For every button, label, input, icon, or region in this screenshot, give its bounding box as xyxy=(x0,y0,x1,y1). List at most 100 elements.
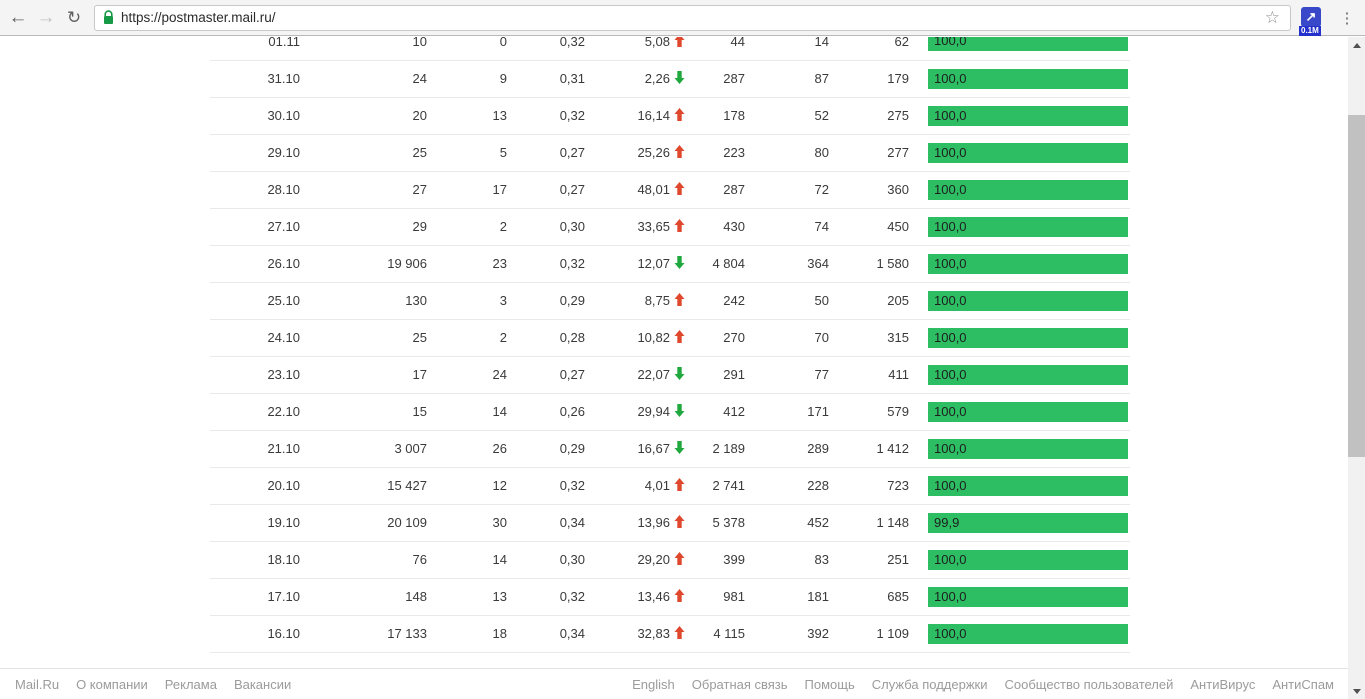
value-cell: 3 007 xyxy=(300,430,427,468)
scrollbar-thumb[interactable] xyxy=(1348,115,1365,457)
footer-link[interactable]: English xyxy=(632,676,675,692)
value-cell: 171 xyxy=(745,393,829,431)
value-cell: 251 xyxy=(829,541,909,579)
trend-arrow-icon xyxy=(674,478,685,492)
percent-bar-cell: 100,0 xyxy=(909,319,1130,357)
site-footer: Mail.Ru О компании Реклама Вакансии English… xyxy=(0,668,1348,699)
value-cell: 26 xyxy=(427,430,507,468)
value-cell: 2 741 xyxy=(685,467,745,505)
trend-arrow-icon xyxy=(674,515,685,529)
trend-arrow-icon xyxy=(674,37,685,48)
trend-arrow-icon xyxy=(674,108,685,122)
footer-link[interactable]: Служба поддержки xyxy=(871,676,988,692)
value-cell: 287 xyxy=(685,60,745,98)
date-cell: 19.10 xyxy=(210,504,300,542)
delta-cell: 32,83 xyxy=(585,615,685,653)
value-cell: 13 xyxy=(427,97,507,135)
table-row: 30.10 20 13 0,32 16,14 178 52 275 100,0 xyxy=(210,97,1130,135)
date-cell: 24.10 xyxy=(210,319,300,357)
value-cell: 0,34 xyxy=(507,504,585,542)
value-cell: 685 xyxy=(829,578,909,616)
value-cell: 0,26 xyxy=(507,393,585,431)
value-cell: 10 xyxy=(300,37,427,61)
value-cell: 20 109 xyxy=(300,504,427,542)
value-cell: 25 xyxy=(300,319,427,357)
value-cell: 0,32 xyxy=(507,37,585,61)
footer-link[interactable]: Помощь xyxy=(804,676,855,692)
value-cell: 0,27 xyxy=(507,171,585,209)
footer-link[interactable]: Сообщество пользователей xyxy=(1004,676,1174,692)
value-cell: 723 xyxy=(829,467,909,505)
value-cell: 12 xyxy=(427,467,507,505)
percent-bar-cell: 100,0 xyxy=(909,356,1130,394)
value-cell: 452 xyxy=(745,504,829,542)
chrome-menu-icon[interactable]: ⋮ xyxy=(1339,9,1355,27)
scroll-up-icon[interactable] xyxy=(1348,37,1365,53)
table-row: 20.10 15 427 12 0,32 4,01 2 741 228 723 … xyxy=(210,467,1130,505)
percent-bar: 100,0 xyxy=(928,549,1128,570)
date-cell: 29.10 xyxy=(210,134,300,172)
extension-button[interactable]: ↗ 0.1M xyxy=(1299,6,1323,36)
browser-toolbar: ← → ↻ https://postmaster.mail.ru/ ☆ ↗ 0.… xyxy=(0,0,1365,36)
table-row: 17.10 148 13 0,32 13,46 981 181 685 100,… xyxy=(210,578,1130,616)
percent-bar-cell: 100,0 xyxy=(909,282,1130,320)
percent-bar: 100,0 xyxy=(928,401,1128,422)
value-cell: 14 xyxy=(427,393,507,431)
delta-cell: 25,26 xyxy=(585,134,685,172)
value-cell: 2 xyxy=(427,319,507,357)
forward-icon[interactable]: → xyxy=(36,6,56,28)
percent-bar-cell: 100,0 xyxy=(909,541,1130,579)
reload-icon[interactable]: ↻ xyxy=(66,7,82,27)
extension-icon: ↗ xyxy=(1301,6,1321,27)
trend-arrow-icon xyxy=(674,404,685,418)
value-cell: 148 xyxy=(300,578,427,616)
delta-cell: 29,94 xyxy=(585,393,685,431)
value-cell: 17 133 xyxy=(300,615,427,653)
delta-cell: 5,08 xyxy=(585,37,685,61)
footer-link[interactable]: Вакансии xyxy=(233,676,292,692)
footer-link[interactable]: АнтиВирус xyxy=(1190,676,1256,692)
footer-link[interactable]: Обратная связь xyxy=(691,676,788,692)
vertical-scrollbar[interactable] xyxy=(1348,37,1365,699)
footer-link[interactable]: Реклама xyxy=(164,676,217,692)
value-cell: 76 xyxy=(300,541,427,579)
value-cell: 5 xyxy=(427,134,507,172)
footer-link[interactable]: О компании xyxy=(76,676,148,692)
value-cell: 0,29 xyxy=(507,430,585,468)
delta-cell: 4,01 xyxy=(585,467,685,505)
value-cell: 179 xyxy=(829,60,909,98)
value-cell: 87 xyxy=(745,60,829,98)
value-cell: 450 xyxy=(829,208,909,246)
value-cell: 277 xyxy=(829,134,909,172)
delta-cell: 29,20 xyxy=(585,541,685,579)
trend-arrow-icon xyxy=(674,441,685,455)
trend-arrow-icon xyxy=(674,145,685,159)
percent-bar: 100,0 xyxy=(928,623,1128,644)
table-row: 16.10 17 133 18 0,34 32,83 4 115 392 1 1… xyxy=(210,615,1130,653)
value-cell: 0 xyxy=(427,37,507,61)
trend-arrow-icon xyxy=(674,71,685,85)
url-text[interactable]: https://postmaster.mail.ru/ xyxy=(121,10,276,25)
address-bar[interactable]: https://postmaster.mail.ru/ ☆ xyxy=(94,4,1291,31)
trend-arrow-icon xyxy=(674,626,685,640)
percent-bar-cell: 100,0 xyxy=(909,171,1130,209)
bookmark-star-icon[interactable]: ☆ xyxy=(1264,7,1280,27)
value-cell: 2 xyxy=(427,208,507,246)
percent-bar: 100,0 xyxy=(928,68,1128,89)
value-cell: 315 xyxy=(829,319,909,357)
delta-cell: 33,65 xyxy=(585,208,685,246)
value-cell: 275 xyxy=(829,97,909,135)
footer-link[interactable]: Mail.Ru xyxy=(15,676,60,692)
scroll-down-icon[interactable] xyxy=(1348,683,1365,699)
percent-bar: 100,0 xyxy=(928,142,1128,163)
percent-bar: 100,0 xyxy=(928,37,1128,52)
date-cell: 28.10 xyxy=(210,171,300,209)
value-cell: 130 xyxy=(300,282,427,320)
delta-cell: 22,07 xyxy=(585,356,685,394)
delta-cell: 12,07 xyxy=(585,245,685,283)
percent-bar-cell: 100,0 xyxy=(909,578,1130,616)
back-icon[interactable]: ← xyxy=(8,6,28,28)
footer-link[interactable]: АнтиСпам xyxy=(1272,676,1334,692)
value-cell: 9 xyxy=(427,60,507,98)
date-cell: 01.11 xyxy=(210,37,300,61)
